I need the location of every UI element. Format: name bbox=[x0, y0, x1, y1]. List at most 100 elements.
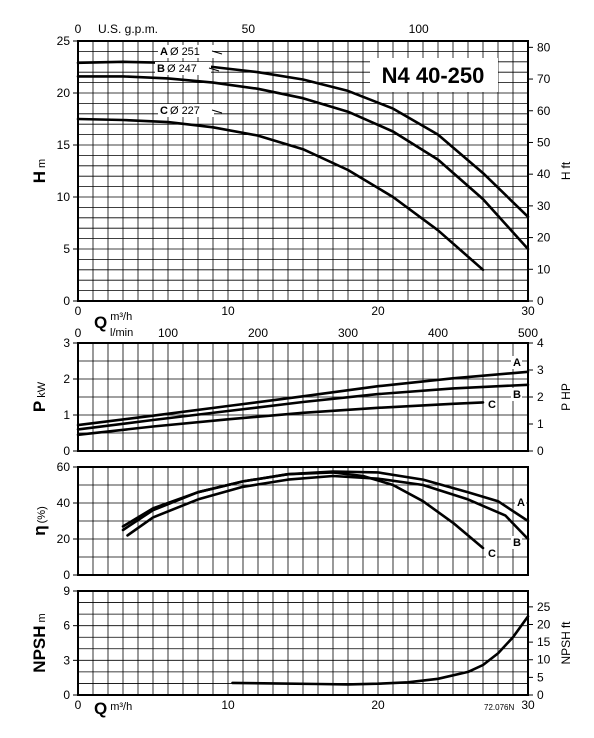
eff-curve-B bbox=[126, 474, 530, 541]
y-tick-label: 0 bbox=[63, 444, 70, 458]
x-axis-label-symbol: Q bbox=[94, 699, 107, 718]
y-axis-label-unit: m bbox=[36, 159, 48, 168]
x-tick-label: 0 bbox=[75, 304, 82, 318]
curve-label-bg bbox=[515, 496, 526, 509]
curve-label-leader bbox=[208, 67, 220, 72]
y-tick-label: 6 bbox=[63, 619, 70, 633]
y-tick-label: 0 bbox=[63, 568, 70, 582]
x-axis-unit-lpm: l/min bbox=[110, 327, 133, 339]
y-tick-label: 0 bbox=[63, 294, 70, 308]
x-top-tick-label: 200 bbox=[248, 326, 268, 340]
x-top-tick-label: 500 bbox=[518, 326, 538, 340]
eff-label-B: B bbox=[513, 537, 521, 549]
curve-diameter: Ø 247 bbox=[167, 63, 197, 75]
x-top-tick-label: 400 bbox=[428, 326, 448, 340]
curve-label-bg bbox=[486, 547, 497, 560]
y2-tick-label: 10 bbox=[537, 262, 551, 276]
y-tick-label: 9 bbox=[63, 584, 70, 598]
y-tick-label: 25 bbox=[57, 34, 71, 48]
curve-label-bg bbox=[511, 356, 522, 369]
y2-tick-label: 10 bbox=[537, 653, 551, 667]
y2-tick-label: 0 bbox=[537, 688, 544, 702]
x-top-tick-label: 300 bbox=[338, 326, 358, 340]
y2-tick-label: 1 bbox=[537, 417, 544, 431]
y-axis-label-unit: kW bbox=[36, 381, 48, 398]
title-box bbox=[370, 58, 498, 92]
y-tick-label: 2 bbox=[63, 372, 70, 386]
y2-axis-label-symbol: NPSH bbox=[559, 631, 573, 664]
y-tick-label: 1 bbox=[63, 408, 70, 422]
y2-tick-label: 30 bbox=[537, 199, 551, 213]
power-curve-B bbox=[76, 383, 530, 431]
power-curve-A bbox=[76, 370, 530, 427]
y2-tick-label: 25 bbox=[537, 600, 551, 614]
x-tick-label: 10 bbox=[221, 304, 235, 318]
y2-tick-label: 4 bbox=[537, 336, 544, 350]
curve-letter: B bbox=[157, 63, 165, 75]
panel-head: 0 5 10 15 20 25 0 10 20 30 40 50 60 70 80 0 10 20 30 50 100 0… bbox=[30, 22, 573, 332]
curve-diameter: Ø 251 bbox=[170, 46, 200, 58]
eff-label-A: A bbox=[517, 497, 525, 509]
curve-letter: A bbox=[160, 46, 168, 58]
y2-tick-label: 3 bbox=[537, 363, 544, 377]
x-tick-label: 0 bbox=[75, 698, 82, 712]
y2-tick-label: 5 bbox=[537, 670, 544, 684]
x-axis-label-unit: m³/h bbox=[110, 311, 132, 323]
y-axis-label-symbol: NPSH bbox=[30, 625, 49, 672]
x-tick-label: 20 bbox=[371, 304, 385, 318]
y-axis-label: Hm bbox=[30, 159, 49, 183]
y2-tick-label: 20 bbox=[537, 231, 551, 245]
y-tick-label: 20 bbox=[57, 532, 71, 546]
y2-axis-label: P HP bbox=[559, 383, 573, 411]
npsh-curve bbox=[231, 615, 530, 686]
power-label-A: A bbox=[513, 357, 521, 369]
y2-axis-label-unit: HP bbox=[559, 383, 573, 400]
power-curve-C bbox=[76, 401, 485, 437]
power-label-B: B bbox=[513, 389, 521, 401]
curve-label-bg bbox=[511, 388, 522, 401]
y2-tick-label: 70 bbox=[537, 72, 551, 86]
curve-label-leader bbox=[211, 50, 223, 55]
y-tick-label: 0 bbox=[63, 688, 70, 702]
y-tick-label: 15 bbox=[57, 138, 71, 152]
x-tick-label: 30 bbox=[521, 304, 535, 318]
x-top-tick-label: 50 bbox=[242, 22, 256, 36]
curve-letter: C bbox=[160, 105, 168, 117]
x-top-tick-label: 0 bbox=[75, 22, 82, 36]
y-tick-label: 40 bbox=[57, 496, 71, 510]
y2-tick-label: 0 bbox=[537, 294, 544, 308]
y-axis-label-unit: (%) bbox=[36, 506, 48, 523]
y2-axis-label: Hft bbox=[559, 161, 573, 180]
y-axis-label: PkW bbox=[30, 381, 49, 412]
curve-diameter: Ø 227 bbox=[170, 105, 200, 117]
curve-label-bg bbox=[155, 62, 211, 75]
y2-tick-label: 50 bbox=[537, 135, 551, 149]
y-axis-label: NPSH m bbox=[30, 613, 49, 672]
chart-title: N4 40-250 bbox=[382, 63, 485, 88]
x-tick-label: 30 bbox=[521, 698, 535, 712]
y-tick-label: 10 bbox=[57, 190, 71, 204]
y2-tick-label: 60 bbox=[537, 104, 551, 118]
x-top-axis-label: U.S. g.p.m. bbox=[98, 22, 158, 36]
eff-label-C: C bbox=[488, 548, 496, 560]
head-curve-C bbox=[76, 117, 485, 272]
y-tick-label: 20 bbox=[57, 86, 71, 100]
curve-label-leader bbox=[211, 109, 223, 114]
panel-npsh: 0 3 6 9 0 5 10 15 20 25 0 10 20 30 NPSH m NPSH ft Q m³/h 72.… bbox=[30, 584, 573, 718]
y2-tick-label: 15 bbox=[537, 635, 551, 649]
x-tick-label: 20 bbox=[371, 698, 385, 712]
x-top-tick-label: 100 bbox=[409, 22, 429, 36]
power-label-C: C bbox=[488, 399, 496, 411]
eff-curve-C bbox=[121, 471, 485, 550]
y2-axis-label-unit: ft bbox=[559, 621, 573, 628]
y-tick-label: 60 bbox=[57, 460, 71, 474]
curve-label-bg bbox=[158, 104, 214, 117]
x-top-tick-label: 0 bbox=[75, 326, 82, 340]
y2-tick-label: 20 bbox=[537, 617, 551, 631]
x-tick-label: 10 bbox=[221, 698, 235, 712]
